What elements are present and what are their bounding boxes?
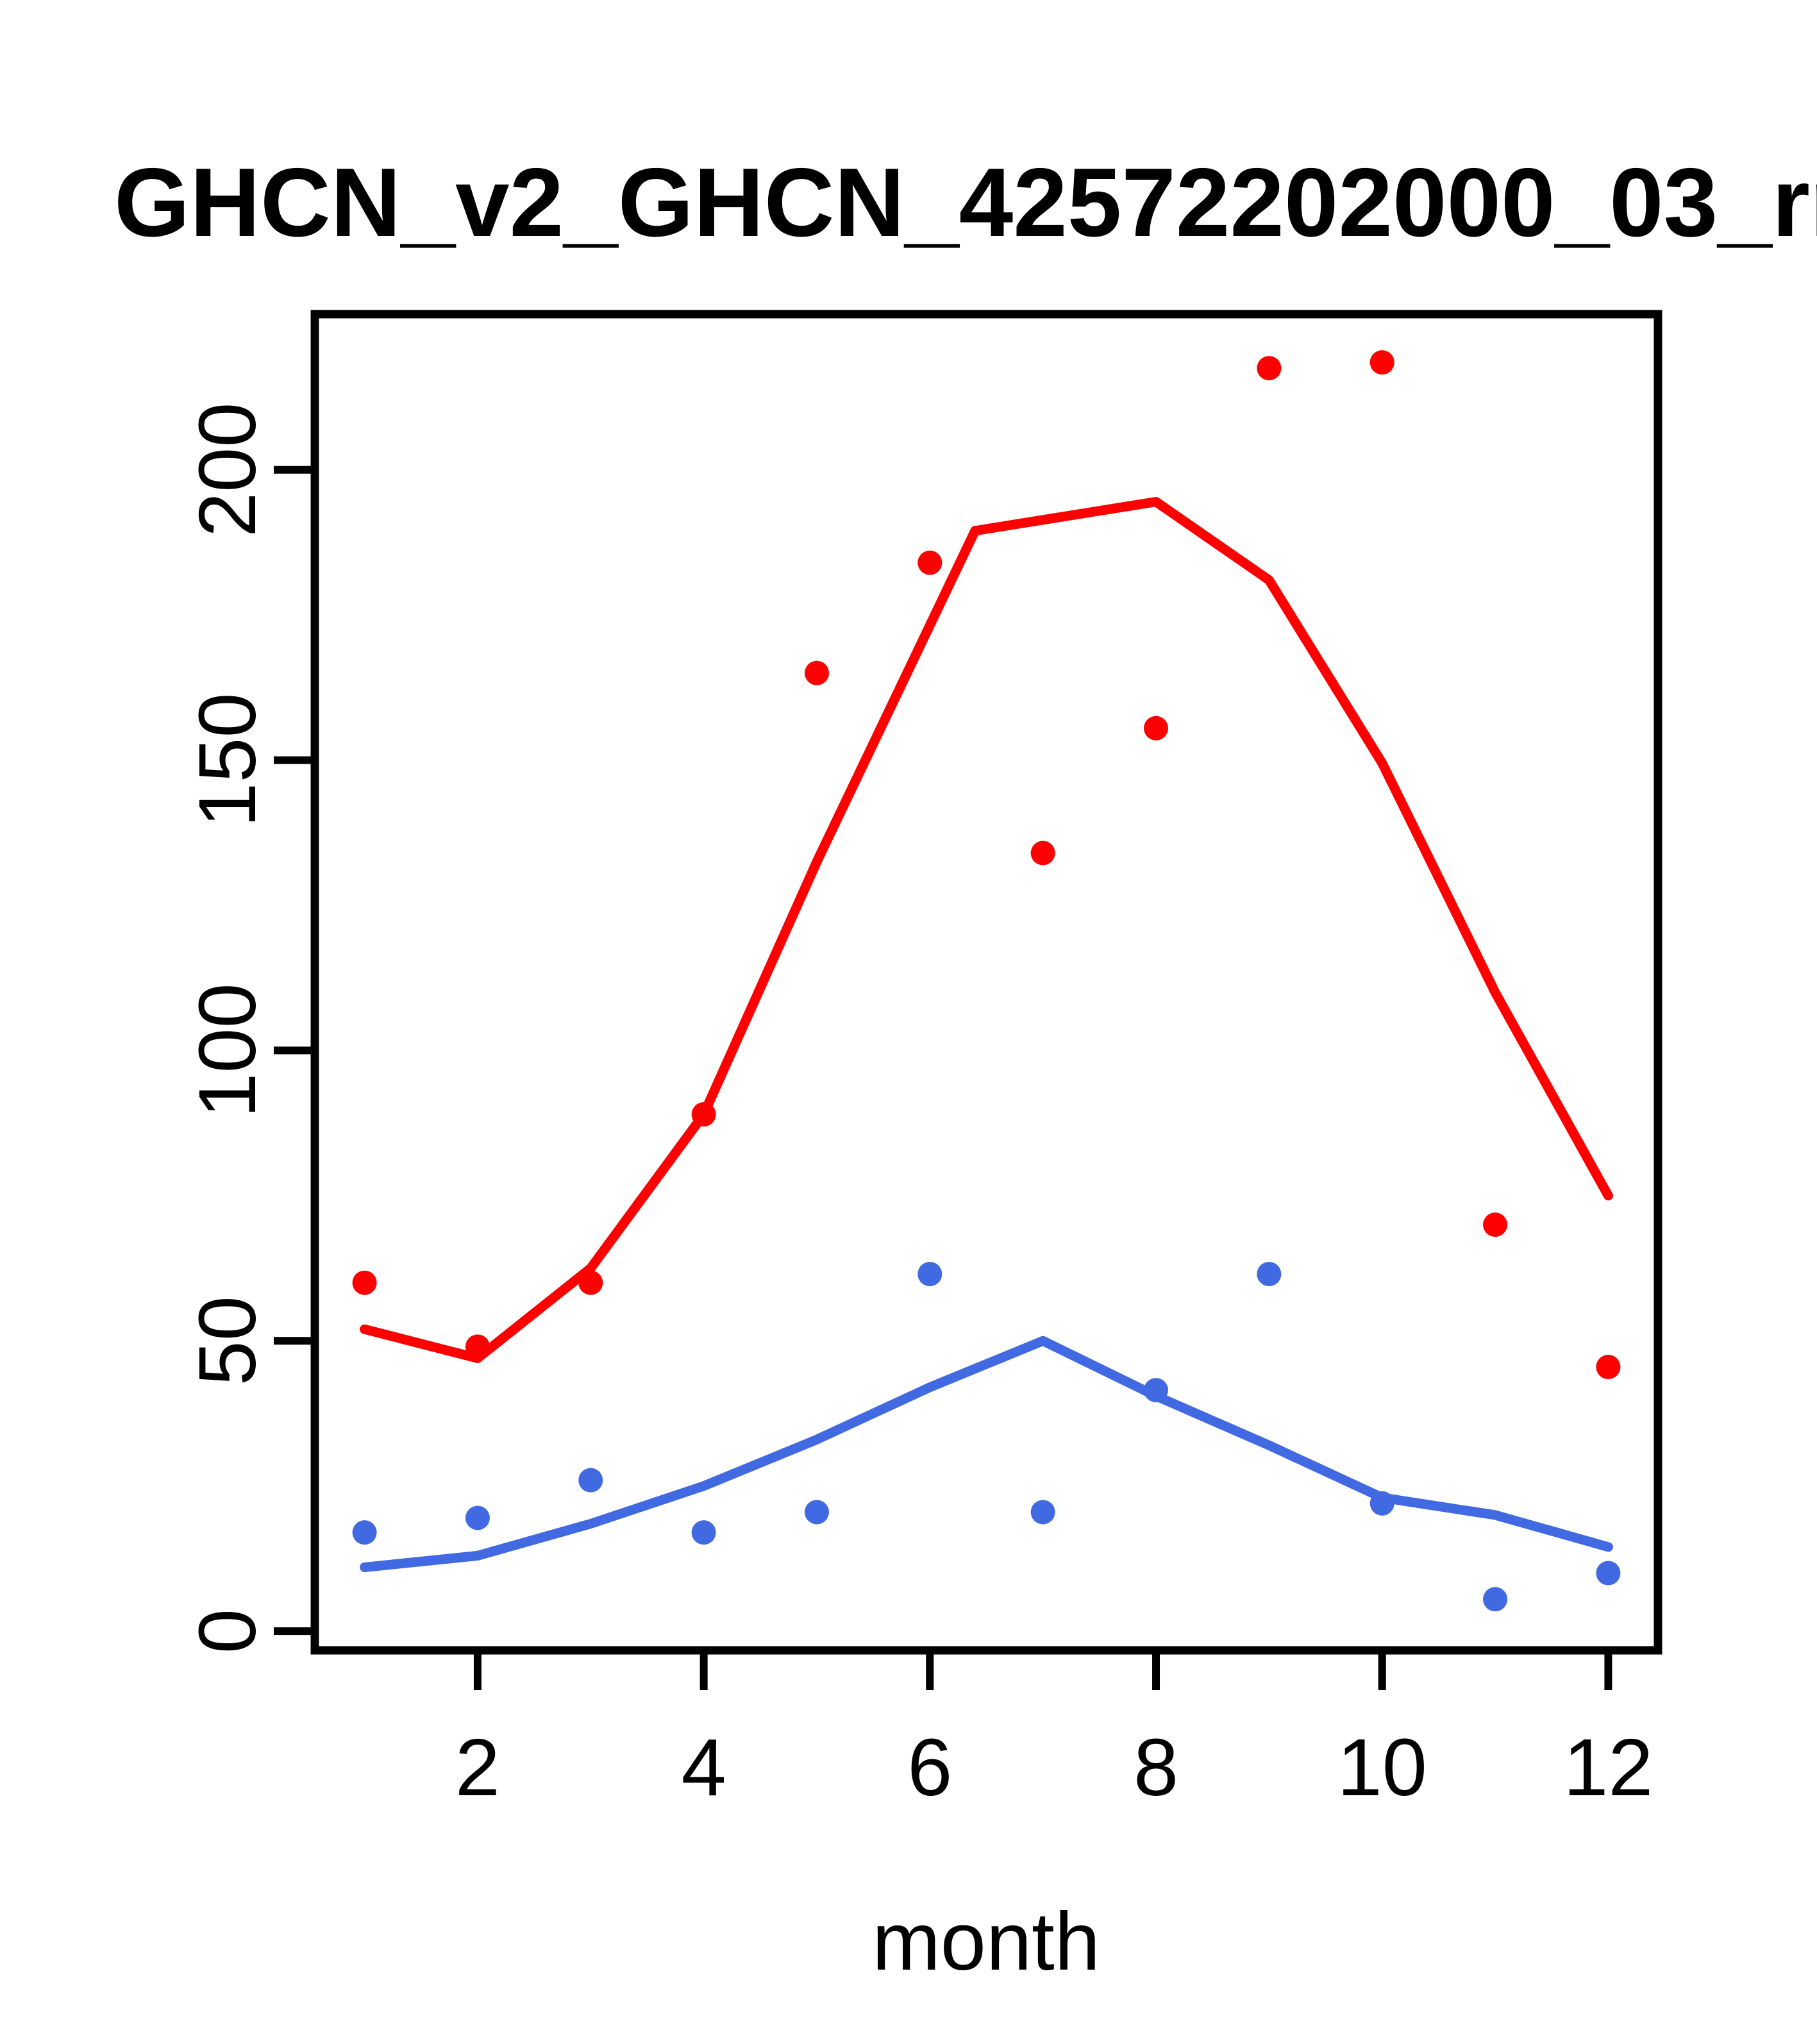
blue-points-point [1257,1262,1282,1287]
y-tick-label: 200 [182,403,272,537]
blue-points-point [1596,1561,1621,1586]
blue-points-point [917,1262,942,1287]
blue-fit-line [360,1336,1613,1572]
red-points-point [1144,716,1169,741]
red-points-point [1030,841,1055,866]
red-fit-line [360,497,1613,1363]
plot-area: 2 4 6 8 10 12 0 50 100 150 200 [182,310,1662,1813]
blue-points-point [1483,1587,1508,1612]
blue-points-point [691,1520,716,1545]
red-points-point [804,660,829,685]
x-tick-label: 12 [1563,1722,1653,1813]
red-points-point [578,1270,603,1295]
red-points-point [691,1102,716,1127]
x-tick-label: 8 [1134,1722,1178,1813]
blue-points-point [1144,1378,1169,1403]
blue-points-point [1369,1491,1394,1516]
blue-points-point [465,1505,490,1530]
y-tick-label: 100 [182,983,272,1118]
blue-points-point [1030,1500,1055,1525]
plot-border [310,310,1662,1655]
y-tick-label: 150 [182,692,272,827]
red-points-point [917,550,942,575]
x-tick-label: 6 [907,1722,952,1813]
red-points-point [352,1270,377,1295]
x-tick-label: 4 [682,1722,726,1813]
red-points-point [465,1334,490,1359]
red-points-point [1257,356,1282,381]
blue-points-point [804,1500,829,1525]
red-points-point [1483,1212,1508,1237]
red-points-point [1369,350,1394,375]
x-axis-label: month [872,1896,1100,1988]
chart-title: GHCN_v2_GHCN_42572202000_03_rr [114,148,1817,257]
y-tick-label: 50 [182,1296,272,1386]
x-tick-label: 2 [455,1722,500,1813]
red-points-point [1596,1355,1621,1380]
blue-points-point [578,1468,603,1493]
y-tick-label: 0 [182,1609,272,1654]
x-tick-label: 10 [1337,1722,1427,1813]
blue-points-point [352,1520,377,1545]
